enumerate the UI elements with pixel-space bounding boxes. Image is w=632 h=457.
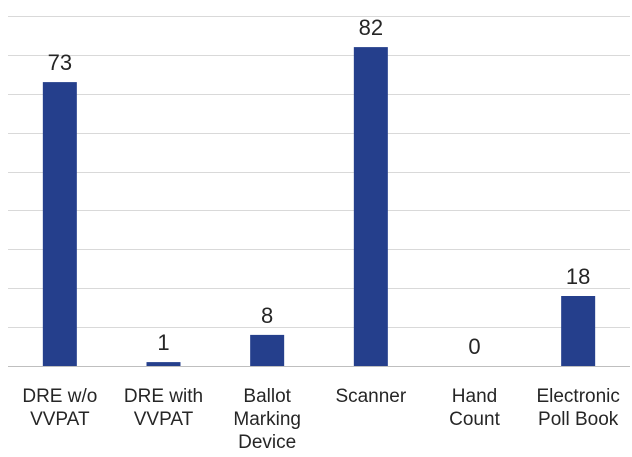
category-tick-label: DRE with VVPAT [124, 386, 203, 430]
data-label: 8 [261, 303, 273, 328]
bars [42, 47, 596, 366]
data-label: 18 [566, 264, 590, 289]
category-tick-label: Ballot Marking Device [233, 386, 301, 453]
bar [42, 82, 77, 366]
bar [561, 296, 596, 366]
data-label: 1 [157, 330, 169, 355]
bar [146, 362, 181, 366]
bar [250, 334, 285, 366]
category-tick-label: Scanner [335, 386, 406, 407]
gridlines [8, 16, 630, 328]
data-label: 0 [468, 334, 480, 359]
bar [353, 47, 388, 366]
category-tick-label: Hand Count [449, 386, 500, 430]
category-tick-label: Electronic Poll Book [536, 386, 619, 430]
category-tick-label: DRE w/o VVPAT [22, 386, 97, 430]
data-label: 73 [48, 50, 72, 75]
data-label: 82 [359, 15, 383, 40]
category-labels: DRE w/o VVPAT DRE with VVPAT Ballot Marking De… [22, 386, 620, 453]
